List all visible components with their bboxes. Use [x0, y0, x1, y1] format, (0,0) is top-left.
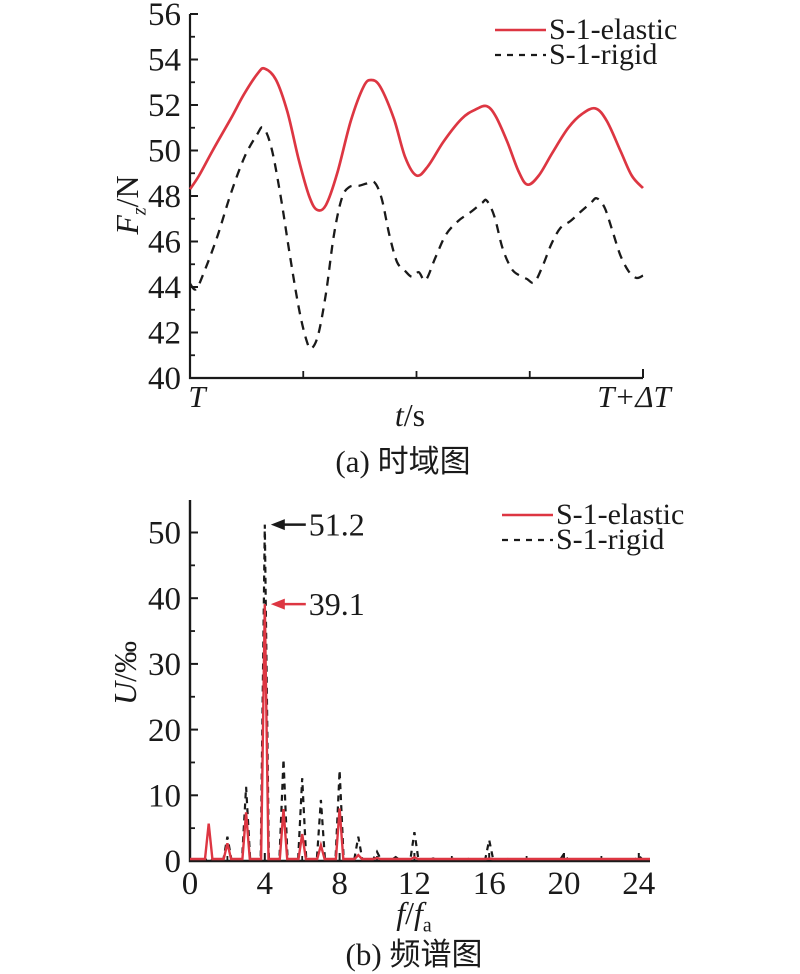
panel-a-xlabel-var: t: [394, 397, 404, 433]
panel-a-series-elastic: [188, 66, 644, 212]
panel-b-y-tick-label: 30: [148, 647, 181, 683]
panel-b-legend-item-rigid: S-1-rigid: [501, 523, 684, 556]
panel-a-y-tick-label: 50: [148, 134, 181, 170]
panel-b-y-tick-label: 0: [165, 844, 182, 880]
panel-a-ylabel-unit: /N: [109, 175, 145, 208]
panel-b-series-elastic: [190, 604, 650, 861]
legend-rigid-line-icon: [495, 53, 546, 56]
panel-a-xlabel-unit: /s: [403, 397, 426, 433]
panel-b-xlabel-var2: f: [414, 895, 423, 931]
panel-a-y-tick-label: 56: [148, 0, 181, 33]
panel-b-x-tick-label: 20: [548, 866, 581, 902]
panel-a-ylabel-sub: z: [128, 207, 151, 216]
panel-a-x-end-label: T+ΔT: [597, 379, 671, 414]
annotation-value-label: 51.2: [309, 506, 365, 542]
panel-a-legend-item-rigid: S-1-rigid: [494, 38, 677, 71]
panel-a-y-tick-label: 42: [148, 316, 181, 352]
panel-a-x-axis-label: t/s: [360, 397, 460, 434]
legend-elastic-line-icon: [495, 28, 546, 31]
panel-b-x-tick-label: 8: [331, 866, 348, 902]
legend-elastic-line-icon: [502, 513, 553, 516]
panel-a-x-start-label: T: [188, 379, 206, 414]
legend-rigid-line-icon: [502, 538, 553, 541]
panel-b-xlabel-sub: a: [422, 914, 432, 937]
panel-a-y-tick-label: 52: [148, 88, 181, 124]
panel-b-ylabel-unit: /‰: [107, 641, 143, 682]
panel-b-y-tick-label: 50: [148, 516, 181, 552]
panel-a-legend-label-elastic: S-1-elastic: [549, 13, 678, 46]
panel-a-y-tick-label: 54: [148, 43, 181, 79]
panel-b-y-axis-label: U/‰: [107, 603, 147, 743]
panel-a-y-tick-label: 40: [148, 361, 181, 397]
panel-b-x-axis-label: f/fa: [334, 895, 494, 937]
panel-a-y-tick-label: 48: [148, 179, 181, 215]
panel-b-legend-label-rigid: S-1-rigid: [556, 523, 665, 556]
panel-a-ylabel-var: F: [109, 215, 145, 235]
panel-a-caption: (a) 时域图: [335, 444, 471, 479]
panel-a-y-tick-label: 44: [148, 270, 181, 306]
annotation-arrowhead-icon: [270, 519, 285, 531]
panel-b-legend-label-elastic: S-1-elastic: [556, 498, 685, 531]
panel-a-y-axis-label: Fz/N: [109, 135, 151, 275]
annotation-arrowhead-icon: [270, 598, 285, 610]
panel-b-x-tick-label: 4: [257, 866, 274, 902]
panel-b-legend-item-elastic: S-1-elastic: [501, 498, 685, 531]
panel-a-legend-item-elastic: S-1-elastic: [494, 13, 678, 46]
panel-b-y-tick-label: 10: [148, 779, 181, 815]
panel-b-x-tick-label: 0: [182, 866, 199, 902]
panel-b-x-tick-label: 16: [473, 866, 506, 902]
panel-b-legend: S-1-elastic S-1-rigid: [501, 498, 685, 556]
panel-a-legend-label-rigid: S-1-rigid: [549, 38, 658, 71]
panel-b-ylabel-var: U: [107, 681, 143, 705]
panel-b-caption: (b) 频谱图: [345, 937, 483, 972]
annotation-value-label: 39.1: [309, 586, 365, 622]
panel-b-series-rigid: [190, 524, 650, 862]
panel-b-xlabel-var1: f: [396, 895, 406, 931]
panel-a-y-tick-label: 46: [148, 225, 181, 261]
panel-b-y-tick-label: 40: [148, 581, 181, 617]
panel-a-series-rigid: [189, 126, 644, 350]
panel-b-y-tick-label: 20: [148, 713, 181, 749]
panel-a-legend: S-1-elastic S-1-rigid: [494, 13, 678, 71]
panel-b-xlabel-sep: /: [405, 895, 415, 931]
panel-b-x-tick-label: 24: [622, 866, 655, 902]
panel-b-x-tick-label: 12: [398, 866, 431, 902]
